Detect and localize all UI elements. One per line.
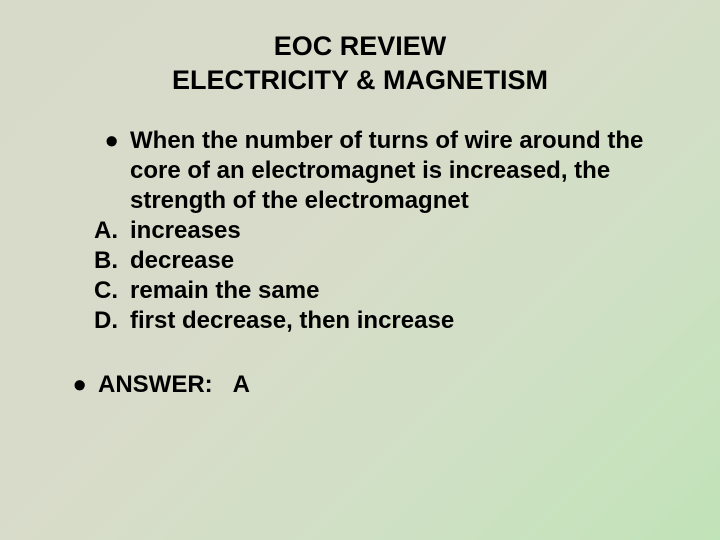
title-line-1: EOC REVIEW: [50, 30, 670, 64]
answer-block: • ANSWER: A: [50, 370, 670, 401]
answer-spacer: [213, 371, 233, 398]
choice-label: B.: [50, 246, 130, 276]
answer-row: • ANSWER: A: [50, 370, 670, 401]
slide-title: EOC REVIEW ELECTRICITY & MAGNETISM: [50, 30, 670, 98]
slide-content: • When the number of turns of wire aroun…: [50, 126, 670, 401]
choice-d: D. first decrease, then increase: [50, 306, 670, 336]
choice-a: A. increases: [50, 216, 670, 246]
answer-value: A: [233, 371, 250, 398]
choice-text: first decrease, then increase: [130, 306, 670, 336]
question-row: • When the number of turns of wire aroun…: [50, 126, 670, 216]
slide: EOC REVIEW ELECTRICITY & MAGNETISM • Whe…: [0, 0, 720, 540]
bullet-icon: •: [50, 370, 98, 401]
choice-label: C.: [50, 276, 130, 306]
title-line-2: ELECTRICITY & MAGNETISM: [50, 64, 670, 98]
choice-label: D.: [50, 306, 130, 336]
choice-b: B. decrease: [50, 246, 670, 276]
bullet-icon: •: [50, 126, 130, 157]
choice-text: remain the same: [130, 276, 670, 306]
answer-text: ANSWER: A: [98, 370, 670, 400]
choice-text: increases: [130, 216, 670, 246]
answer-label: ANSWER:: [98, 371, 213, 398]
choice-c: C. remain the same: [50, 276, 670, 306]
choice-label: A.: [50, 216, 130, 246]
question-text: When the number of turns of wire around …: [130, 126, 670, 216]
choice-text: decrease: [130, 246, 670, 276]
